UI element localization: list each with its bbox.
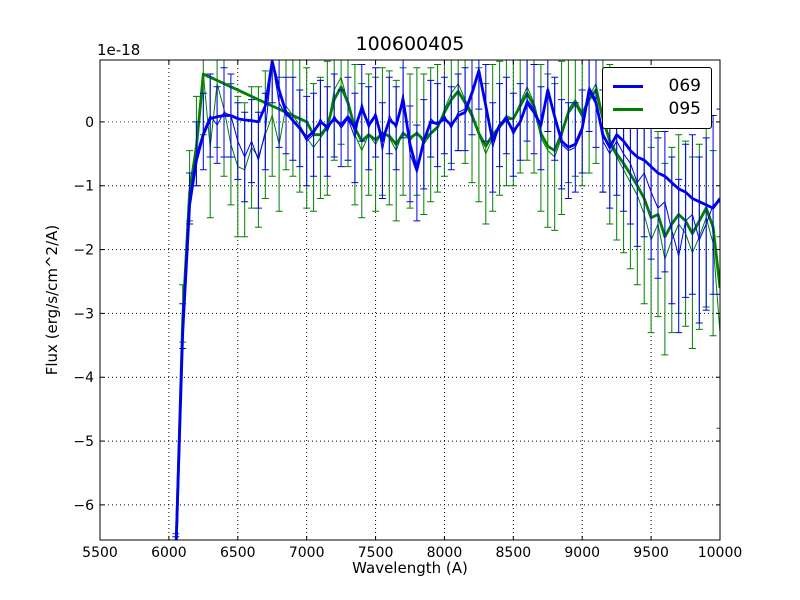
x-axis-label: Wavelength (A) [352, 559, 468, 577]
y-tick-label: −4 [73, 370, 94, 386]
y-tick-label: −5 [73, 434, 94, 450]
legend-label-095: 095 [668, 99, 701, 120]
x-tick-label: 5500 [82, 545, 118, 561]
x-tick-label: 8500 [496, 545, 532, 561]
x-tick-label: 9500 [633, 545, 669, 561]
x-tick-label: 9000 [564, 545, 600, 561]
y-tick-label: −2 [73, 243, 94, 259]
y-axis-label: Flux (erg/s/cm^2/A) [43, 225, 61, 376]
x-tick-label: 7500 [358, 545, 394, 561]
legend-entry-095: 095 [613, 101, 701, 118]
data-layer [172, 60, 720, 540]
x-tick-label: 6000 [151, 545, 187, 561]
y-tick-label: −3 [73, 306, 94, 322]
y-tick-label: −1 [73, 179, 94, 195]
legend: 069 095 [602, 67, 712, 129]
legend-line-sample-069 [613, 84, 643, 88]
x-tick-label: 10000 [698, 545, 743, 561]
y-axis-offset-label: 1e-18 [97, 41, 141, 59]
series-095-raw-line [175, 73, 720, 540]
x-tick-label: 6500 [220, 545, 256, 561]
series-095-smooth-line [174, 72, 720, 540]
x-tick-label: 8000 [427, 545, 463, 561]
y-tick-label: 0 [85, 115, 94, 131]
legend-line-sample-095 [613, 108, 643, 112]
legend-entry-069: 069 [613, 75, 701, 96]
y-tick-label: −6 [73, 498, 94, 514]
legend-label-069: 069 [668, 75, 701, 96]
plot-title: 100600405 [355, 33, 465, 55]
series-069-raw-line [175, 61, 720, 540]
axes-border [99, 59, 721, 541]
series-069-smooth-line [174, 60, 720, 540]
x-tick-label: 7000 [289, 545, 325, 561]
